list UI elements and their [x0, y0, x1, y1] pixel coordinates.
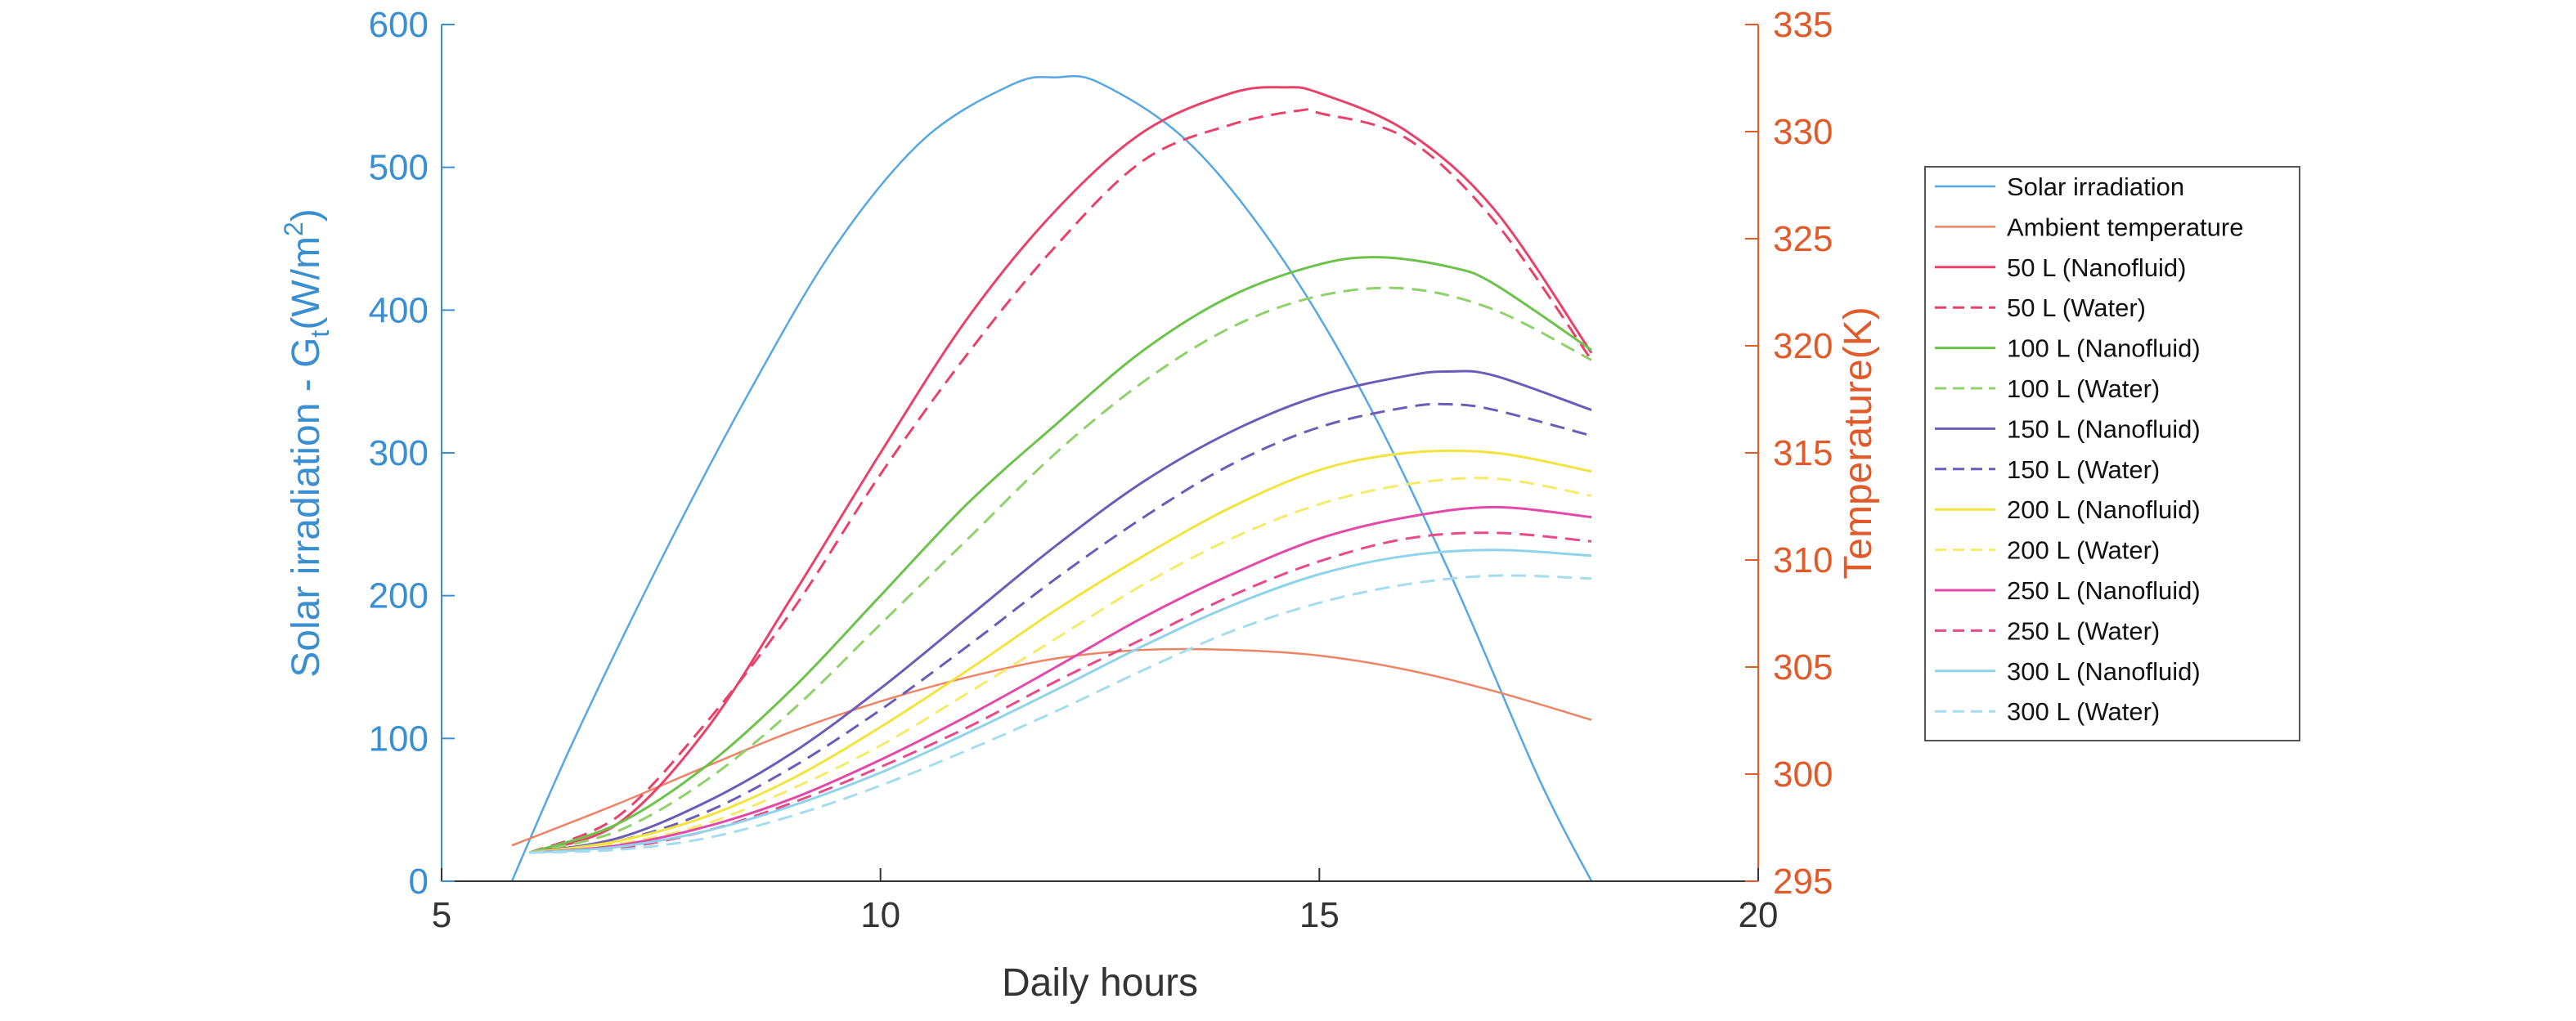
left-tick-label: 300 [369, 433, 429, 473]
legend: Solar irradiation Ambient temperature 50 L… [1924, 166, 2300, 741]
legend-label: 200 L (Nanofluid) [2007, 495, 2201, 524]
legend-label: 300 L (Nanofluid) [2007, 657, 2201, 686]
right-tick-label: 330 [1773, 112, 1833, 152]
legend-label: Solar irradiation [2007, 172, 2184, 201]
right-tick-label: 335 [1773, 5, 1833, 45]
right-tick-label: 325 [1773, 219, 1833, 259]
x-tick-label: 20 [1739, 895, 1779, 935]
legend-label: 200 L (Water) [2007, 536, 2160, 565]
left-axis-label: Solar irradiation - Gt(W/m2) [279, 208, 334, 677]
x-tick-label: 5 [432, 895, 451, 935]
series-line-solar-irradiation [510, 74, 1593, 882]
left-tick-label: 400 [369, 290, 429, 330]
legend-label: 50 L (Water) [2007, 293, 2146, 322]
series-line-300-l-water [529, 574, 1592, 854]
series-line-50-l-nanofluid [528, 86, 1593, 854]
series-line-100-l-water [528, 286, 1592, 854]
series-line-200-l-nanofluid [529, 449, 1592, 854]
right-tick-label: 295 [1773, 862, 1833, 902]
series-line-250-l-water [529, 531, 1592, 854]
series-lines [510, 74, 1593, 882]
right-tick-label: 310 [1773, 540, 1833, 580]
legend-label: 150 L (Water) [2007, 455, 2160, 484]
right-tick-label: 300 [1773, 755, 1833, 795]
legend-label: 250 L (Water) [2007, 616, 2160, 645]
x-tick-label: 10 [860, 895, 900, 935]
series-line-100-l-nanofluid [528, 256, 1592, 854]
legend-box [1924, 166, 2300, 741]
legend-label: 100 L (Water) [2007, 374, 2160, 403]
x-axis-label: Daily hours [1002, 961, 1198, 1005]
left-tick-label: 200 [369, 576, 429, 616]
legend-label: 100 L (Nanofluid) [2007, 334, 2201, 363]
series-line-200-l-water [529, 477, 1592, 854]
series-line-300-l-nanofluid [529, 549, 1592, 854]
legend-label: Ambient temperature [2007, 213, 2243, 241]
series-line-150-l-nanofluid [529, 369, 1592, 854]
right-tick-label: 305 [1773, 647, 1833, 687]
left-tick-label: 500 [369, 148, 429, 188]
left-tick-label: 100 [369, 719, 429, 759]
right-tick-label: 320 [1773, 326, 1833, 366]
right-tick-label: 315 [1773, 433, 1833, 473]
left-tick-label: 600 [369, 5, 429, 45]
series-line-50-l-water [528, 107, 1593, 854]
legend-label: 250 L (Nanofluid) [2007, 576, 2201, 605]
legend-label: 150 L (Nanofluid) [2007, 414, 2201, 443]
series-line-250-l-nanofluid [529, 505, 1592, 854]
left-tick-label: 0 [409, 862, 429, 902]
axes: 5 10 15 20010020030040050060029530030531031… [369, 5, 1833, 935]
legend-label: 300 L (Water) [2007, 697, 2160, 726]
right-axis-label: Temperature(K) [1837, 307, 1880, 579]
legend-label: 50 L (Nanofluid) [2007, 253, 2186, 282]
x-tick-label: 15 [1299, 895, 1340, 935]
series-line-150-l-water [529, 402, 1592, 854]
